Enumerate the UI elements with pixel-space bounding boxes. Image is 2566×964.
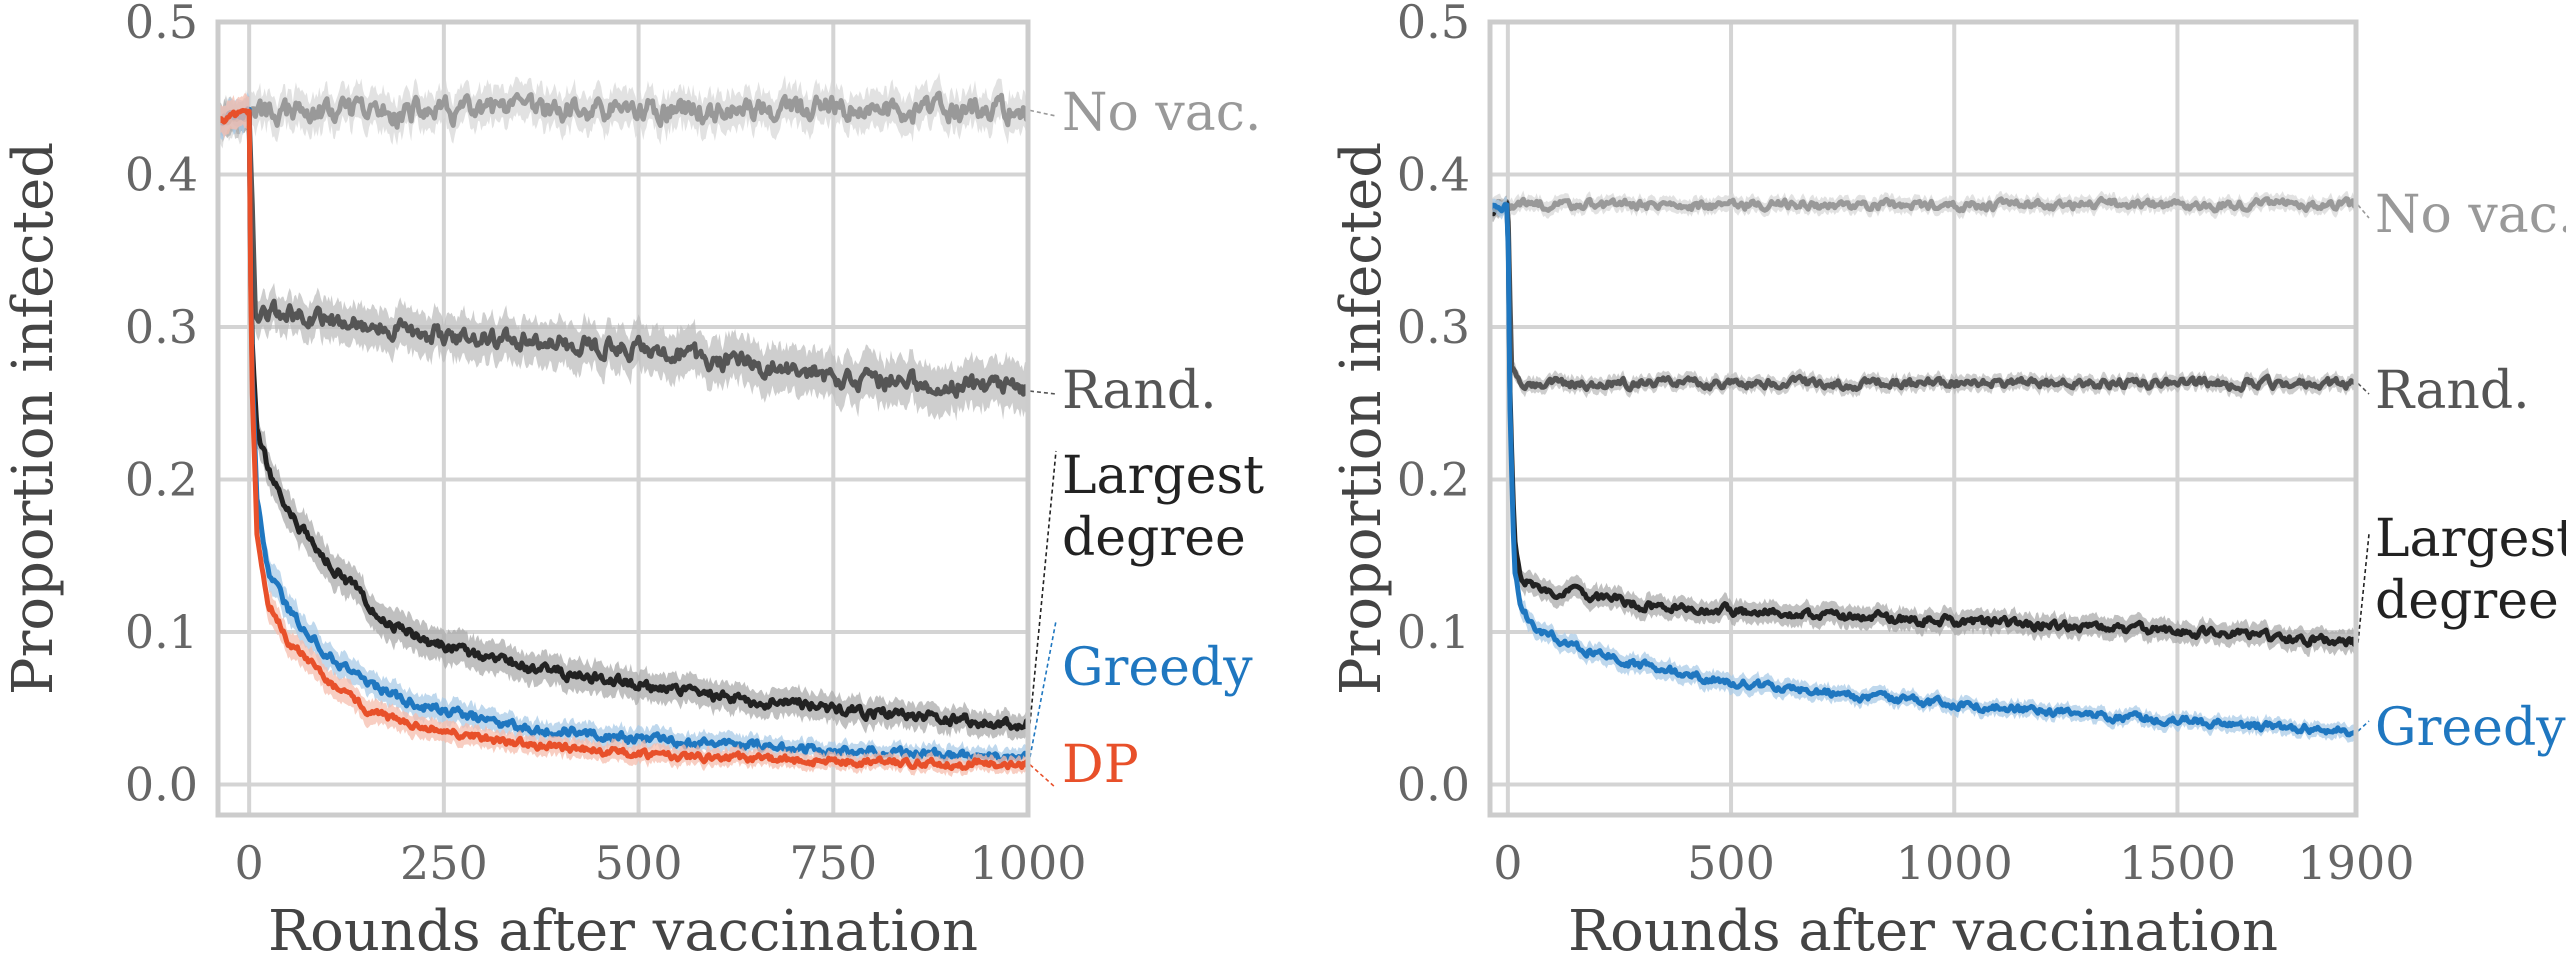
line-largest-degree [218,113,1028,729]
label-leader-dp [1030,765,1056,788]
series-greedy: Greedy [1490,196,2566,758]
series-greedy: Greedy [218,92,1253,771]
x-tick-label: 1000 [1896,836,2013,890]
label-leader-largest-degree [1030,451,1056,724]
label-leader-greedy [2358,721,2369,731]
y-tick-label: 0.5 [125,0,198,49]
x-tick-label: 0 [235,836,264,890]
x-tick-label: 1500 [2119,836,2236,890]
series-label-largest-degree: degree [2375,571,2559,631]
line-rand [1490,202,2356,390]
line-greedy [218,109,1028,762]
series-label-largest-degree: Largest [1062,446,1264,506]
plot-frame [1490,22,2356,815]
label-leader-no-vac [1030,110,1056,116]
series-rand: Rand. [1490,194,2530,421]
x-tick-label: 250 [400,836,488,890]
x-tick-label: 750 [789,836,877,890]
y-tick-label: 0.0 [1397,758,1470,812]
figure: No vac.Rand.LargestdegreeGreedyDP0 250 500… [0,0,2566,964]
x-axis-label: Rounds after vaccination [268,899,978,964]
series-label-greedy: Greedy [1062,638,1253,698]
series-label-rand: Rand. [1062,361,1217,421]
series-label-largest-degree: degree [1062,508,1246,568]
x-tick-label: 1900 [2297,836,2414,890]
y-tick-label: 0.2 [125,453,198,507]
confidence-band-largest-degree [1490,196,2356,657]
gridlines [1490,22,2356,815]
series-label-largest-degree: Largest [2375,509,2566,569]
x-tick-label: 1000 [969,836,1086,890]
series-no-vac: No vac. [218,72,1261,148]
x-tick-label: 500 [1687,836,1775,890]
y-axis-label: Proportion infected [1,142,66,695]
series-label-greedy: Greedy [2375,698,2566,758]
y-tick-label: 0.3 [1397,300,1470,354]
series-rand: Rand. [218,96,1217,421]
y-tick-label: 0.1 [1397,605,1470,659]
confidence-band-rand [1490,194,2356,399]
y-tick-label: 0.1 [125,605,198,659]
x-axis-label: Rounds after vaccination [1568,899,2278,964]
label-leader-rand [2358,383,2369,394]
series-label-no-vac: No vac. [2375,185,2566,245]
series-no-vac: No vac. [1490,185,2566,245]
series-label-dp: DP [1062,735,1139,795]
label-leader-greedy [1030,621,1056,757]
line-largest-degree [1490,203,2356,645]
label-leader-rand [1030,391,1056,394]
series-label-rand: Rand. [2375,361,2530,421]
label-leader-no-vac [2358,205,2369,218]
y-axis-label: Proportion infected [1329,142,1394,695]
y-tick-label: 0.4 [1397,148,1470,202]
label-leader-largest-degree [2358,534,2369,643]
x-tick-label: 0 [1493,836,1522,890]
x-tick-label: 500 [595,836,683,890]
y-tick-label: 0.0 [125,758,198,812]
confidence-band-rand [218,96,1028,421]
y-tick-label: 0.5 [1397,0,1470,49]
y-tick-label: 0.2 [1397,453,1470,507]
y-tick-label: 0.3 [125,300,198,354]
confidence-band-largest-degree [218,96,1028,741]
series-label-no-vac: No vac. [1062,83,1261,143]
y-tick-label: 0.4 [125,148,198,202]
